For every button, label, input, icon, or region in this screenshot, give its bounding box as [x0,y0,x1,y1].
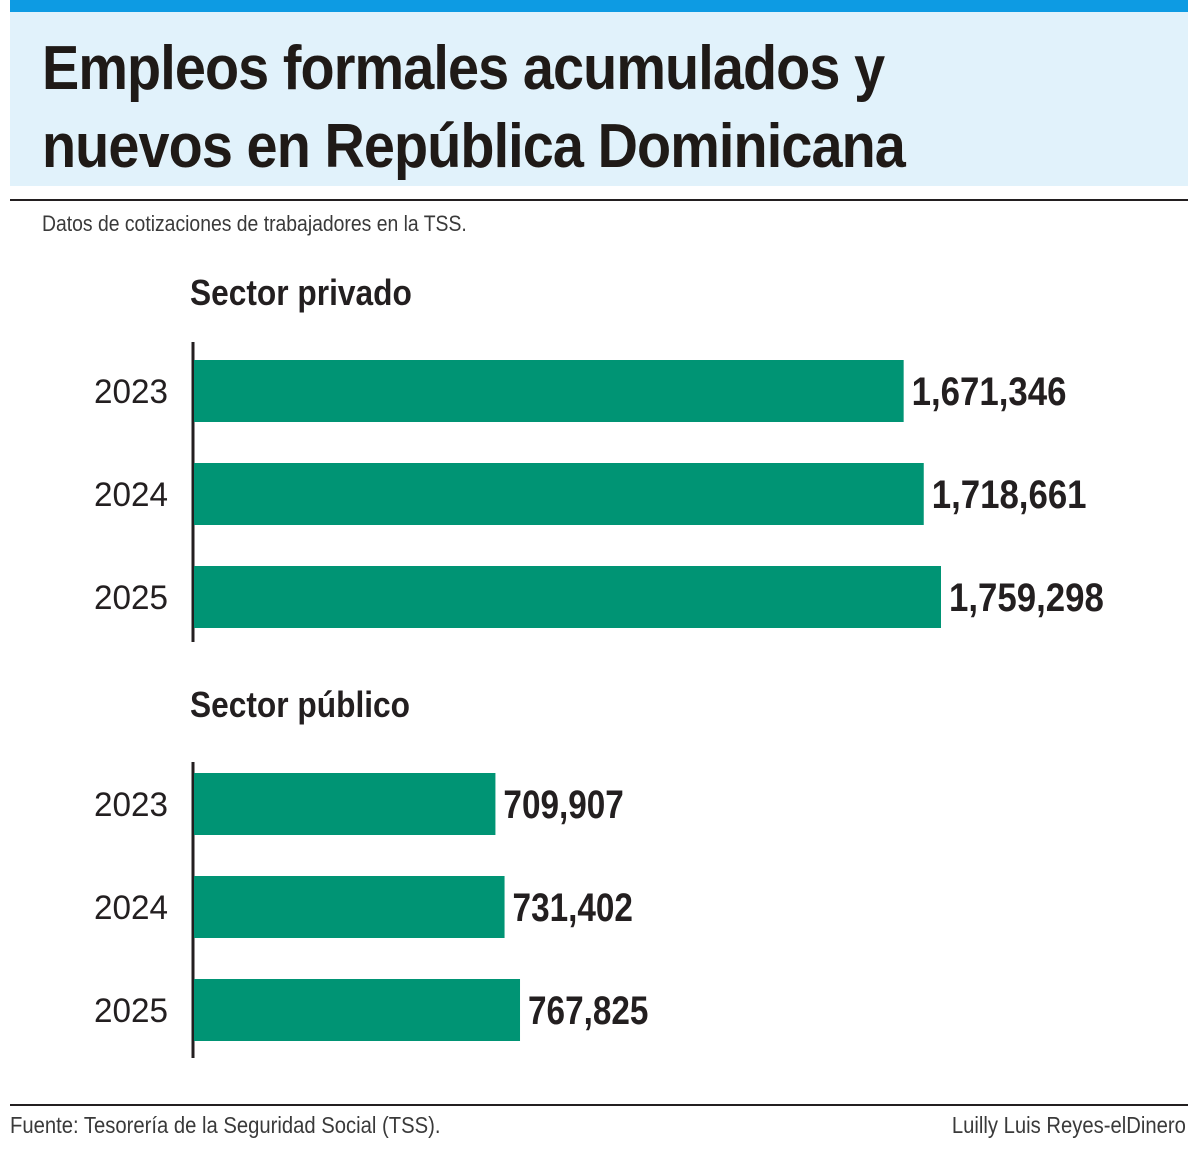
category-label-privado-2023: 2023 [94,373,168,411]
bar-publico-2025 [194,979,521,1041]
bar-publico-2023 [194,773,496,835]
top-accent-bar [10,0,1188,12]
category-label-privado-2025: 2025 [94,579,168,617]
bar-privado-2023 [194,360,904,422]
value-label-privado-2023: 1,671,346 [912,370,1067,414]
top-divider [10,199,1188,201]
title-banner: Empleos formales acumulados y nuevos en … [10,12,1188,186]
value-label-privado-2025: 1,759,298 [949,576,1104,620]
value-label-publico-2025: 767,825 [528,989,648,1033]
category-label-publico-2023: 2023 [94,786,168,824]
chart-title: Empleos formales acumulados y nuevos en … [42,34,906,181]
category-label-publico-2025: 2025 [94,992,168,1030]
value-label-privado-2024: 1,718,661 [932,473,1087,517]
section-title-publico: Sector público [190,684,411,725]
bar-publico-2024 [194,876,505,938]
footer-source: Fuente: Tesorería de la Seguridad Social… [10,1112,441,1138]
chart-subtitle: Datos de cotizaciones de trabajadores en… [42,211,467,236]
bar-privado-2025 [194,566,941,628]
value-label-publico-2023: 709,907 [503,783,623,827]
value-label-publico-2024: 731,402 [513,886,633,930]
bar-privado-2024 [194,463,924,525]
category-label-privado-2024: 2024 [94,476,168,514]
footer-credit: Luilly Luis Reyes-elDinero [952,1112,1186,1138]
bottom-divider [10,1104,1188,1106]
category-label-publico-2024: 2024 [94,889,168,927]
section-title-privado: Sector privado [190,272,412,313]
